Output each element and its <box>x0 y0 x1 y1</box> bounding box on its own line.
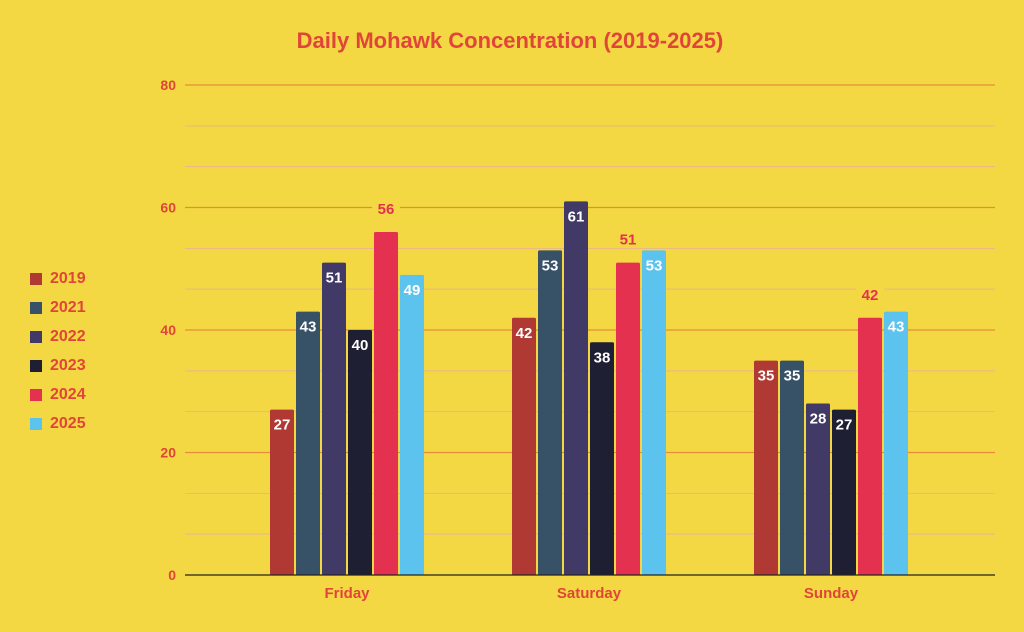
bar-2024-friday <box>374 232 398 575</box>
data-label: 49 <box>404 282 421 299</box>
data-label: 61 <box>568 208 585 225</box>
data-label: 51 <box>326 270 343 287</box>
legend-swatch <box>30 359 42 372</box>
data-label: 40 <box>352 337 369 354</box>
data-label: 43 <box>300 319 317 336</box>
bar-2021-friday <box>296 311 320 575</box>
bar-2021-sunday <box>780 360 804 575</box>
bar-2023-sunday <box>832 409 856 575</box>
bar-2022-friday <box>322 262 346 575</box>
data-label: 35 <box>758 368 775 385</box>
bar-2019-sunday <box>754 360 778 575</box>
y-tick-label: 20 <box>160 445 176 461</box>
data-label: 38 <box>594 349 611 366</box>
bar-2025-saturday <box>642 250 666 575</box>
legend-item: 2022 <box>30 322 86 351</box>
legend-label: 2022 <box>50 327 86 345</box>
legend-swatch <box>30 330 42 343</box>
legend-label: 2019 <box>50 269 86 287</box>
x-tick-label: Friday <box>324 585 370 602</box>
data-label-background <box>372 199 400 217</box>
legend-item: 2024 <box>30 380 86 409</box>
bar-2022-saturday <box>564 201 588 575</box>
bar-2023-saturday <box>590 342 614 575</box>
legend-swatch <box>30 272 42 285</box>
legend-item: 2021 <box>30 293 86 322</box>
data-label: 27 <box>274 417 291 434</box>
bar-2025-friday <box>400 274 424 575</box>
bar-2019-saturday <box>512 317 536 575</box>
bar-2024-saturday <box>616 262 640 575</box>
data-label-background <box>614 229 642 248</box>
data-label: 53 <box>542 257 559 274</box>
bar-2024-sunday <box>858 317 882 575</box>
legend-swatch <box>30 417 42 430</box>
y-tick-label: 0 <box>168 567 176 583</box>
bar-2023-friday <box>348 330 372 575</box>
legend: 2019 2021 2022 2023 2024 2025 <box>30 264 86 438</box>
x-tick-label: Saturday <box>557 585 622 602</box>
legend-label: 2023 <box>50 356 86 374</box>
bar-2021-saturday <box>538 250 562 575</box>
y-tick-label: 60 <box>160 200 176 216</box>
legend-label: 2021 <box>50 298 86 316</box>
legend-label: 2024 <box>50 385 86 403</box>
data-label: 35 <box>784 368 801 385</box>
data-label: 53 <box>646 257 663 274</box>
legend-swatch <box>30 388 42 401</box>
data-label: 42 <box>862 287 879 304</box>
data-label: 43 <box>888 319 905 336</box>
legend-item: 2025 <box>30 409 86 438</box>
data-label-background <box>856 284 884 303</box>
data-label: 28 <box>810 411 827 428</box>
legend-swatch <box>30 301 42 314</box>
data-label: 42 <box>516 325 533 342</box>
legend-item: 2019 <box>30 264 86 293</box>
data-label: 56 <box>378 201 395 218</box>
bar-2022-sunday <box>806 403 830 575</box>
bar-2019-friday <box>270 409 294 575</box>
data-label: 51 <box>620 232 637 249</box>
x-tick-label: Sunday <box>804 585 859 602</box>
legend-item: 2023 <box>30 351 86 380</box>
y-tick-label: 40 <box>160 322 176 338</box>
data-label: 27 <box>836 417 853 434</box>
y-tick-label: 80 <box>160 77 176 93</box>
chart-title: Daily Mohawk Concentration (2019-2025) <box>296 28 724 53</box>
bar-2025-sunday <box>884 311 908 575</box>
legend-label: 2025 <box>50 414 86 432</box>
